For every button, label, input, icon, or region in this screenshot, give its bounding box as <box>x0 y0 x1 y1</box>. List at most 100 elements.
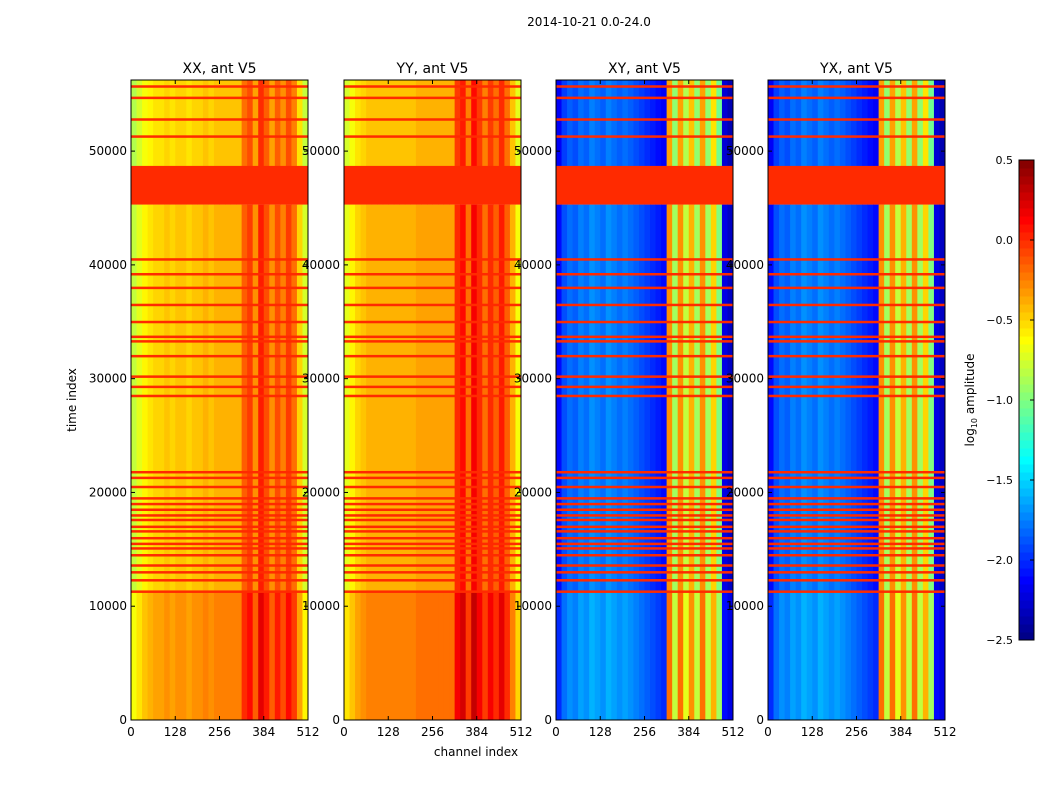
heatmap-cell <box>583 204 590 592</box>
heatmap-cell <box>355 80 362 205</box>
flagged-line <box>344 96 521 100</box>
flagged-line <box>131 85 308 88</box>
flagged-line <box>556 514 733 517</box>
heatmap-cell <box>677 591 684 720</box>
heatmap-cell <box>600 591 607 720</box>
flagged-line <box>131 485 308 489</box>
panel-title: XY, ant V5 <box>608 61 681 77</box>
x-tick-label: 0 <box>552 725 560 739</box>
heatmap-cell <box>421 204 428 592</box>
heatmap-cell <box>147 204 154 592</box>
y-tick-label: 50000 <box>726 144 764 158</box>
x-tick-label: 256 <box>633 725 656 739</box>
heatmap-cell <box>388 204 395 592</box>
heatmap-cell <box>611 591 618 720</box>
heatmap-cell <box>627 591 634 720</box>
flagged-line <box>344 518 521 522</box>
heatmap-cell <box>710 80 717 205</box>
heatmap-cell <box>933 204 940 592</box>
heatmap-cell <box>131 591 138 720</box>
heatmap-cell <box>817 204 824 592</box>
flagged-line <box>131 286 308 290</box>
colorbar-segment <box>1019 368 1034 377</box>
heatmap-cell <box>142 591 149 720</box>
heatmap-cell <box>906 80 913 205</box>
colorbar-segment <box>1019 392 1034 401</box>
heatmap-cell <box>169 80 176 205</box>
heatmap-cell <box>801 80 808 205</box>
flagged-line <box>556 502 733 506</box>
flagged-line <box>556 536 733 540</box>
heatmap-cell <box>388 80 395 205</box>
heatmap-cell <box>583 591 590 720</box>
heatmap-cell <box>175 204 182 592</box>
heatmap-cell <box>677 204 684 592</box>
heatmap-cell <box>561 80 568 205</box>
heatmap-cell <box>616 591 623 720</box>
heatmap-cell <box>801 204 808 592</box>
heatmap-cell <box>716 591 723 720</box>
heatmap-cell <box>922 591 929 720</box>
panel-title: YY, ant V5 <box>396 61 469 77</box>
flagged-line <box>131 385 308 389</box>
heatmap-cell <box>567 591 574 720</box>
heatmap-cell <box>131 204 138 592</box>
heatmap-cell <box>644 80 651 205</box>
flagged-line <box>131 96 308 100</box>
x-tick-label: 512 <box>934 725 957 739</box>
heatmap-cell <box>399 591 406 720</box>
flagged-line <box>131 135 308 138</box>
panel-title: XX, ant V5 <box>183 61 257 77</box>
heatmap-cell <box>410 80 417 205</box>
heatmap-cell <box>202 204 209 592</box>
heatmap-cell <box>186 591 193 720</box>
flagged-band <box>556 165 733 205</box>
heatmap-cell <box>895 204 902 592</box>
heatmap-cell <box>213 204 220 592</box>
colorbar-segment <box>1019 584 1034 593</box>
heatmap-cell <box>404 591 411 720</box>
flagged-line <box>768 579 945 582</box>
heatmap-cell <box>862 591 869 720</box>
flagged-line <box>556 286 733 290</box>
heatmap-cell <box>360 591 367 720</box>
flagged-line <box>768 547 945 550</box>
heatmap-cell <box>878 591 885 720</box>
flagged-line <box>131 564 308 567</box>
heatmap-cell <box>415 80 422 205</box>
heatmap-cell <box>476 80 483 205</box>
heatmap-cell <box>426 80 433 205</box>
heatmap-cell <box>136 80 143 205</box>
heatmap-cell <box>661 591 668 720</box>
heatmap-cell <box>655 591 662 720</box>
heatmap-cell <box>438 591 445 720</box>
flagged-line <box>344 340 521 343</box>
flagged-band <box>344 165 521 205</box>
heatmap-cell <box>449 204 456 592</box>
heatmap-cell <box>622 80 629 205</box>
flagged-line <box>768 272 945 276</box>
colorbar-segment <box>1019 592 1034 601</box>
flagged-line <box>768 590 945 593</box>
heatmap-cell <box>349 591 356 720</box>
heatmap-cell <box>493 80 500 205</box>
heatmap-cell <box>515 591 522 720</box>
heatmap-cell <box>487 80 494 205</box>
heatmap-cell <box>169 591 176 720</box>
heatmap-cell <box>498 80 505 205</box>
heatmap-cell <box>410 591 417 720</box>
flagged-line <box>344 354 521 358</box>
heatmap-cell <box>280 80 287 205</box>
flagged-line <box>344 85 521 88</box>
heatmap-cell <box>922 204 929 592</box>
heatmap-cell <box>727 80 734 205</box>
heatmap-cell <box>655 80 662 205</box>
heatmap-cell <box>911 204 918 592</box>
colorbar-segment <box>1019 168 1034 177</box>
colorbar-segment <box>1019 632 1034 641</box>
y-tick-label: 0 <box>756 713 764 727</box>
flagged-line <box>131 554 308 557</box>
heatmap-cell <box>247 204 254 592</box>
panel-2: XY, ant V5 0 128 256 384 512 0 10000 20000 30000 4… <box>514 61 745 739</box>
heatmap-cell <box>471 204 478 592</box>
